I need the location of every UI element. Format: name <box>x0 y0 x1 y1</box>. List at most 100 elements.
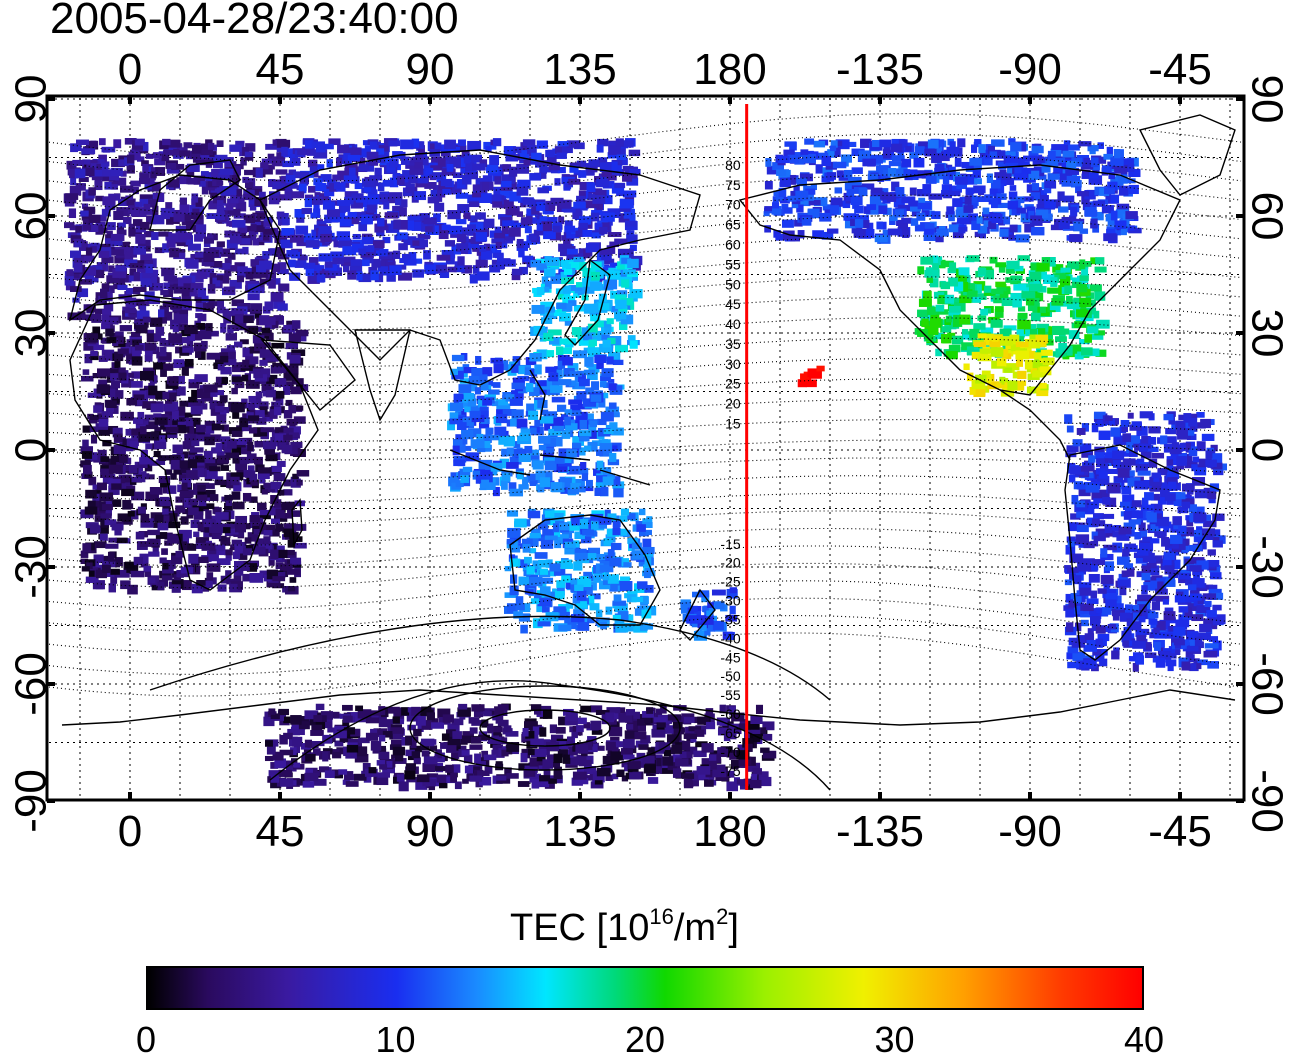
tec-cell <box>1030 263 1042 273</box>
tec-cell <box>143 385 152 392</box>
tec-cell <box>843 169 853 178</box>
tec-cell <box>467 398 477 407</box>
tec-cell <box>552 523 559 533</box>
tec-cell <box>214 479 227 486</box>
tec-cell <box>554 591 565 600</box>
tec-cell <box>295 171 310 179</box>
tec-cell <box>188 553 199 564</box>
tec-cell <box>265 332 274 341</box>
tec-cell <box>1095 257 1105 265</box>
tec-cell <box>889 215 898 221</box>
tec-cell <box>233 568 244 576</box>
tec-cell <box>432 172 443 179</box>
tec-cell <box>310 212 318 219</box>
tec-cell <box>417 178 428 184</box>
tec-cell <box>210 408 221 416</box>
tec-cell <box>439 271 450 278</box>
tec-cell <box>986 173 993 184</box>
tec-cell <box>973 341 987 348</box>
tec-cell <box>959 295 972 304</box>
tec-cell <box>69 286 82 292</box>
tec-cell <box>518 576 530 586</box>
tec-cell <box>807 368 821 378</box>
tec-cell <box>242 147 249 156</box>
tec-cell <box>74 168 86 179</box>
tec-cell <box>486 164 499 174</box>
tec-cell <box>878 205 888 215</box>
tec-cell <box>162 243 170 253</box>
tec-cell <box>184 412 193 418</box>
tec-cell <box>1079 228 1089 234</box>
tec-cell <box>139 319 149 328</box>
tec-cell <box>1088 573 1100 583</box>
tec-cell <box>469 410 481 419</box>
tec-cell <box>249 515 260 522</box>
tec-cell <box>247 441 254 452</box>
tec-cell <box>97 449 107 457</box>
tec-cell <box>250 496 258 503</box>
tec-cell <box>371 179 379 187</box>
tec-cell <box>570 578 579 587</box>
tec-cell <box>1184 460 1198 469</box>
tec-cell <box>272 278 281 285</box>
tec-cell <box>1075 186 1082 194</box>
tec-cell <box>141 245 151 252</box>
tec-cell <box>227 265 239 272</box>
tec-cell <box>364 178 375 188</box>
tec-cell <box>261 317 276 326</box>
tec-cell <box>215 390 225 396</box>
tec-cell <box>153 413 162 419</box>
tec-cell <box>1139 529 1148 538</box>
tec-cell <box>522 197 534 205</box>
tec-cell <box>534 364 542 375</box>
tec-cell <box>544 208 554 215</box>
tec-cell <box>961 329 969 337</box>
tec-cell <box>261 489 268 495</box>
tec-cell <box>86 562 93 569</box>
tec-cell <box>230 194 243 204</box>
tec-cell <box>627 258 639 269</box>
tec-cell <box>825 161 837 170</box>
tec-cell <box>95 269 102 278</box>
tec-cell <box>266 569 278 580</box>
tec-cell <box>105 425 119 435</box>
tec-cell <box>602 265 612 272</box>
tec-cell <box>469 381 478 392</box>
tec-cell <box>1061 269 1069 277</box>
tec-cell <box>529 576 543 587</box>
tec-cell <box>251 396 262 404</box>
tec-cell <box>1088 299 1096 307</box>
tec-cell <box>234 341 243 348</box>
tec-cell <box>830 140 838 148</box>
tec-cell <box>96 384 110 394</box>
tec-cell <box>245 544 253 552</box>
tec-cell <box>163 149 174 156</box>
tec-cell <box>506 510 519 517</box>
tec-cell <box>449 418 463 425</box>
tec-cell <box>576 601 588 609</box>
tec-cell <box>1102 513 1115 519</box>
tec-cell <box>548 428 562 436</box>
tec-cell <box>973 161 982 171</box>
tec-cell <box>1063 605 1074 611</box>
tec-cell <box>283 434 293 441</box>
tec-cell <box>90 350 98 357</box>
tec-cell <box>1212 604 1222 611</box>
tec-cell <box>610 542 622 551</box>
tec-cell <box>272 576 286 582</box>
tec-cell <box>1092 200 1105 207</box>
tec-cell <box>614 618 625 624</box>
tec-cell <box>173 574 182 581</box>
tec-cell <box>277 268 289 275</box>
tec-cell <box>324 261 333 268</box>
tec-cell <box>283 489 293 496</box>
tec-cell <box>548 161 560 171</box>
tec-cell <box>482 444 492 452</box>
tec-cell <box>536 604 548 613</box>
tec-cell <box>93 554 104 564</box>
tec-cell <box>396 232 408 240</box>
tec-cell <box>519 432 529 441</box>
tec-cell <box>249 308 263 315</box>
tec-cell <box>610 581 624 591</box>
tec-cell <box>996 284 1007 292</box>
